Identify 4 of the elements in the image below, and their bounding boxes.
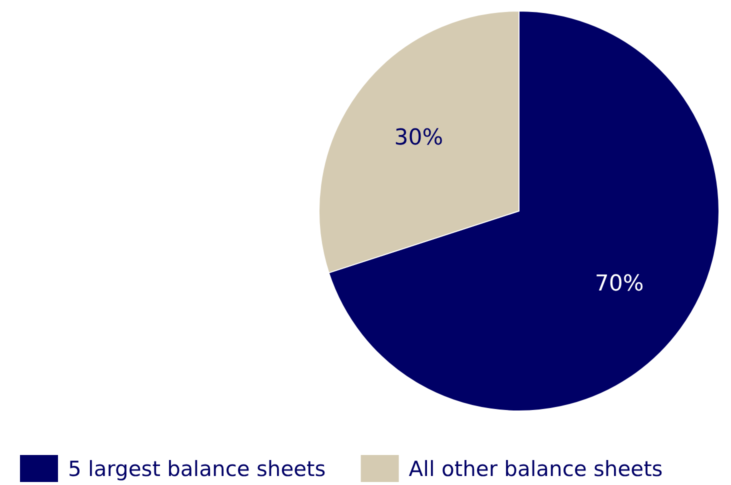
legend-label: 5 largest balance sheets [68, 457, 326, 481]
data-label: 70% [594, 271, 644, 296]
data-label: 30% [394, 126, 444, 151]
legend-label: All other balance sheets [408, 457, 663, 481]
